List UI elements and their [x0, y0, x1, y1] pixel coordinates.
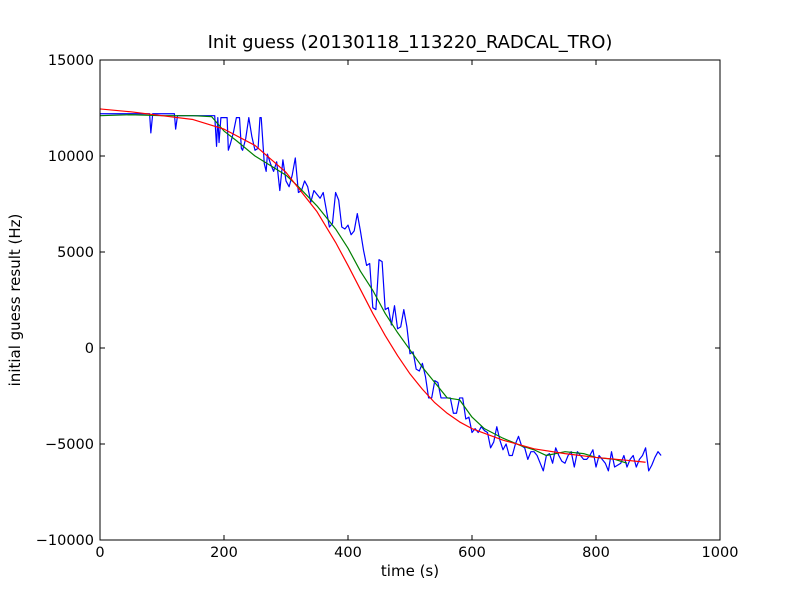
chart-title: Init guess (20130118_113220_RADCAL_TRO): [208, 32, 613, 53]
y-tick-label: −5000: [45, 437, 94, 453]
x-tick-label: 200: [210, 545, 238, 561]
y-tick-label: 15000: [48, 53, 94, 69]
y-tick-label: −10000: [36, 533, 94, 549]
x-tick-label: 400: [334, 545, 362, 561]
series-layer: [99, 108, 662, 472]
y-tick-label: 0: [85, 341, 94, 357]
y-tick-label: 5000: [57, 245, 94, 261]
plot-frame: [99, 59, 721, 541]
x-tick-label: 600: [458, 545, 486, 561]
y-tick-label: 10000: [48, 149, 94, 165]
x-tick-label: 0: [95, 545, 104, 561]
tick-layer: 0 200 400 600 800 1000 −10000 −5000 0 5000 10000 15…: [36, 53, 739, 561]
x-axis-label: time (s): [381, 562, 439, 580]
x-tick-label: 1000: [702, 545, 739, 561]
series-line-2: [99, 114, 628, 464]
x-tick-label: 800: [582, 545, 610, 561]
series-line-3: [99, 108, 646, 463]
y-axis-label: initial guess result (Hz): [6, 214, 24, 387]
